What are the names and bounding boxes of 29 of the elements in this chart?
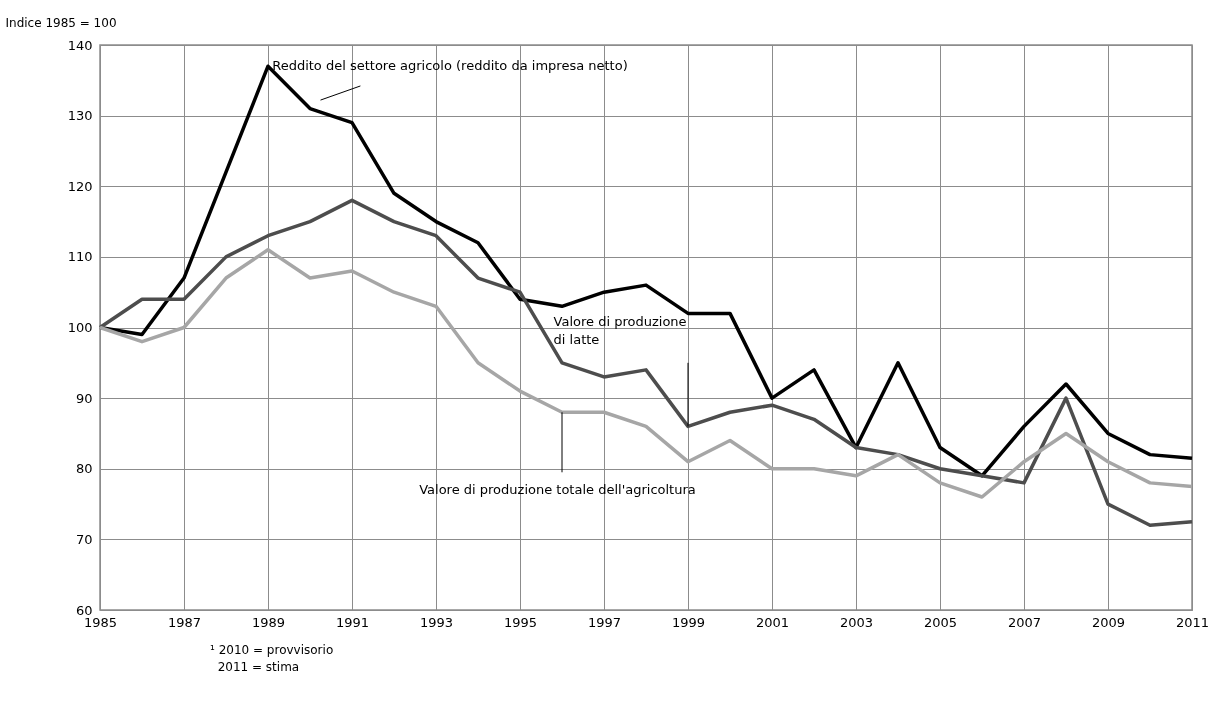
line-series — [98, 248, 1194, 499]
x-tick-label: 2007 — [1007, 614, 1042, 630]
x-tick-label: 1991 — [335, 614, 370, 630]
x-tick-label: 1989 — [251, 614, 286, 630]
y-tick-label: 100 — [67, 320, 93, 335]
x-tick-label: 1995 — [503, 614, 538, 630]
x-tick-label: 1987 — [167, 614, 202, 630]
y-tick-label: 70 — [75, 531, 93, 547]
x-tick-label: 2001 — [755, 614, 790, 630]
y-tick-label: 140 — [67, 37, 93, 53]
x-tick-label: 1997 — [587, 614, 622, 630]
line-series — [98, 198, 1194, 527]
y-tick-label: 90 — [75, 390, 93, 406]
text: 2011 = stima — [217, 660, 300, 674]
x-tick-label: 2003 — [839, 614, 874, 630]
y-tick-label: 130 — [67, 108, 93, 124]
x-tick-label: 2005 — [923, 614, 958, 630]
y-tick-label: 120 — [67, 178, 93, 194]
annotation: Reddito del settore agricolo (reddito da impresa netto) — [272, 58, 628, 74]
y-tick-label: 80 — [75, 461, 93, 477]
text: ¹ 2010 = provvisorio — [210, 643, 334, 657]
x-tick-label: 1993 — [419, 614, 454, 630]
annotation: Valore di produzione totale dell'agricoltura — [419, 481, 696, 497]
x-tick-label: 1999 — [671, 614, 706, 630]
annotation: Valore di produzione di latte — [553, 313, 687, 347]
x-tick-label: 2009 — [1091, 614, 1126, 630]
y-tick-label: 110 — [67, 249, 93, 265]
x-tick-label: 2011 — [1175, 614, 1210, 630]
y-axis-title: Indice 1985 = 100 — [5, 15, 117, 30]
